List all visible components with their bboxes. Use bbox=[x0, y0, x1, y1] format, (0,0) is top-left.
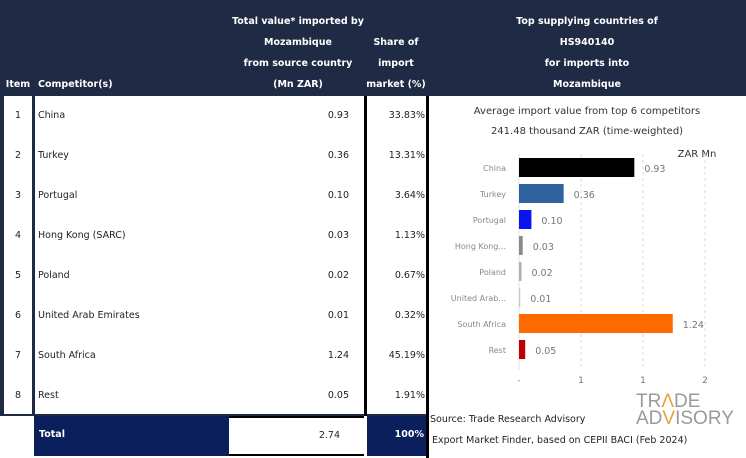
panel-header-line: Top supplying countries of bbox=[516, 16, 658, 27]
row-item: 3 bbox=[14, 190, 22, 201]
panel-header-line: HS940140 bbox=[559, 37, 615, 48]
table-row: 3 Portugal 0.10 3.64% bbox=[0, 176, 426, 216]
header-competitor: Competitor(s) bbox=[38, 79, 113, 90]
header-share: Share of import market (%) bbox=[364, 32, 428, 95]
logo-text: TR bbox=[636, 391, 662, 412]
row-share: 1.91% bbox=[394, 390, 425, 401]
row-competitor: Hong Kong (SARC) bbox=[38, 230, 126, 241]
logo-accent: V bbox=[662, 408, 676, 429]
trade-advisory-logo: TRΛDE ADVISORY bbox=[636, 391, 734, 429]
row-share: 0.67% bbox=[394, 270, 425, 281]
row-value: 0.01 bbox=[327, 310, 349, 321]
row-value: 0.05 bbox=[327, 390, 349, 401]
header-value: Total value* imported by Mozambique from… bbox=[228, 11, 368, 95]
table-row: 6 United Arab Emirates 0.01 0.32% bbox=[0, 296, 426, 336]
header-value-line: from source country bbox=[243, 58, 353, 69]
row-value: 0.36 bbox=[327, 150, 349, 161]
total-label: Total bbox=[39, 429, 65, 440]
row-competitor: Rest bbox=[38, 390, 59, 401]
source-note-2: Export Market Finder, based on CEPII BAC… bbox=[432, 435, 688, 446]
row-item: 7 bbox=[14, 350, 22, 361]
row-value: 0.93 bbox=[327, 110, 349, 121]
row-competitor: China bbox=[38, 110, 66, 121]
logo-accent: Λ bbox=[661, 391, 675, 412]
logo-text: ISORY bbox=[675, 408, 734, 429]
total-share: 100% bbox=[394, 429, 424, 440]
row-competitor: Turkey bbox=[38, 150, 69, 161]
panel-header-line: for imports into bbox=[544, 58, 630, 69]
header-share-line: market (%) bbox=[366, 79, 426, 90]
total-value: 2.74 bbox=[318, 430, 340, 441]
table-row: 5 Poland 0.02 0.67% bbox=[0, 256, 426, 296]
total-label-cell: Total bbox=[34, 416, 229, 456]
row-competitor: Poland bbox=[38, 270, 70, 281]
row-value: 0.03 bbox=[327, 230, 349, 241]
row-competitor: United Arab Emirates bbox=[38, 310, 140, 321]
logo-text: AD bbox=[636, 408, 663, 429]
header-share-line: Share of bbox=[373, 37, 419, 48]
table-row: 8 Rest 0.05 1.91% bbox=[0, 376, 426, 416]
row-value: 1.24 bbox=[327, 350, 349, 361]
row-share: 13.31% bbox=[388, 150, 425, 161]
row-share: 45.19% bbox=[388, 350, 425, 361]
row-item: 6 bbox=[14, 310, 22, 321]
header-item: Item bbox=[5, 79, 31, 90]
table-header bbox=[0, 0, 746, 96]
table-row: 2 Turkey 0.36 13.31% bbox=[0, 136, 426, 176]
share-column bbox=[367, 96, 426, 414]
table-row: 7 South Africa 1.24 45.19% bbox=[0, 336, 426, 376]
panel-header: Top supplying countries of HS940140 for … bbox=[429, 11, 745, 95]
row-competitor: South Africa bbox=[38, 350, 96, 361]
header-value-line: Mozambique bbox=[264, 37, 332, 48]
column-divider bbox=[426, 96, 429, 458]
row-value: 0.02 bbox=[327, 270, 349, 281]
row-share: 3.64% bbox=[394, 190, 425, 201]
header-value-line: Total value* imported by bbox=[232, 16, 364, 27]
logo-line-1: TRΛDE bbox=[636, 391, 734, 412]
logo-text: DE bbox=[674, 391, 701, 412]
table-row: 1 China 0.93 33.83% bbox=[0, 96, 426, 136]
total-share-cell: 100% bbox=[367, 416, 426, 456]
row-item: 1 bbox=[14, 110, 22, 121]
logo-line-2: ADVISORY bbox=[636, 408, 734, 429]
panel-header-line: Mozambique bbox=[553, 79, 621, 90]
chart-subtitle: 241.48 thousand ZAR (time-weighted) bbox=[490, 126, 684, 137]
chart-panel: Average import value from top 6 competit… bbox=[429, 96, 745, 458]
row-share: 1.13% bbox=[394, 230, 425, 241]
row-value: 0.10 bbox=[327, 190, 349, 201]
chart-title: Average import value from top 6 competit… bbox=[473, 106, 701, 117]
row-item: 4 bbox=[14, 230, 22, 241]
header-share-line: import bbox=[378, 58, 414, 69]
row-item: 2 bbox=[14, 150, 22, 161]
header-value-line: (Mn ZAR) bbox=[273, 79, 323, 90]
row-share: 33.83% bbox=[388, 110, 425, 121]
item-column bbox=[4, 96, 32, 414]
row-share: 0.32% bbox=[394, 310, 425, 321]
main-column bbox=[35, 96, 364, 414]
row-item: 8 bbox=[14, 390, 22, 401]
row-competitor: Portugal bbox=[38, 190, 78, 201]
total-value-cell: 2.74 bbox=[229, 416, 364, 456]
table-row: 4 Hong Kong (SARC) 0.03 1.13% bbox=[0, 216, 426, 256]
source-note: Source: Trade Research Advisory bbox=[430, 414, 586, 425]
row-item: 5 bbox=[14, 270, 22, 281]
column-divider bbox=[364, 96, 367, 416]
